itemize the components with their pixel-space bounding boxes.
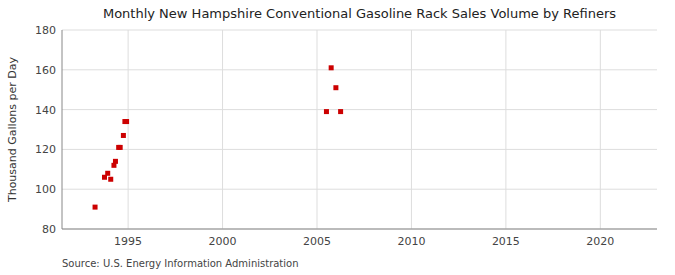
- x-axis: [62, 229, 657, 230]
- x-tick-label: 2000: [209, 235, 237, 248]
- x-tick-label: 2005: [303, 235, 331, 248]
- chart: 80 100 120 140 160 180 1995 2000 2005 2010 2015 202…: [0, 0, 675, 275]
- grid-line-x: [600, 30, 601, 229]
- point: [121, 133, 126, 138]
- y-tick-label: 180: [35, 24, 56, 37]
- point: [124, 119, 129, 124]
- point: [333, 85, 338, 90]
- x-tick-label: 1995: [114, 235, 142, 248]
- y-tick-label: 80: [42, 223, 56, 236]
- point: [324, 109, 329, 114]
- point: [338, 109, 343, 114]
- y-tick-label: 140: [35, 104, 56, 117]
- x-tick-label: 2015: [492, 235, 520, 248]
- source: Source: U.S. Energy Information Administ…: [62, 258, 299, 269]
- y-tick-label: 120: [35, 143, 56, 156]
- point: [113, 159, 118, 164]
- x-tick-label: 2010: [397, 235, 425, 248]
- point: [118, 145, 123, 150]
- grid-line-y: [62, 30, 657, 31]
- point: [108, 177, 113, 182]
- grid-line-y: [62, 189, 657, 190]
- grid-line-x: [411, 30, 412, 229]
- y-tick-label: 100: [35, 183, 56, 196]
- grid: [62, 30, 657, 229]
- grid-line-x: [222, 30, 223, 229]
- grid-line-x: [128, 30, 129, 229]
- point: [105, 171, 110, 176]
- grid-line-y: [62, 229, 657, 230]
- y-tick-label: 160: [35, 64, 56, 77]
- y-axis: [62, 30, 63, 229]
- grid-line-x: [317, 30, 318, 229]
- y-axis-label: Thousand Gallons per Day: [6, 56, 19, 203]
- grid-line-y: [62, 69, 657, 70]
- point: [329, 65, 334, 70]
- grid-line-y: [62, 109, 657, 110]
- points: [93, 65, 344, 209]
- title: Monthly New Hampshire Conventional Gasol…: [103, 6, 616, 21]
- grid-line-y: [62, 149, 657, 150]
- x-tick-label: 2020: [586, 235, 614, 248]
- grid-line-x: [505, 30, 506, 229]
- point: [93, 205, 98, 210]
